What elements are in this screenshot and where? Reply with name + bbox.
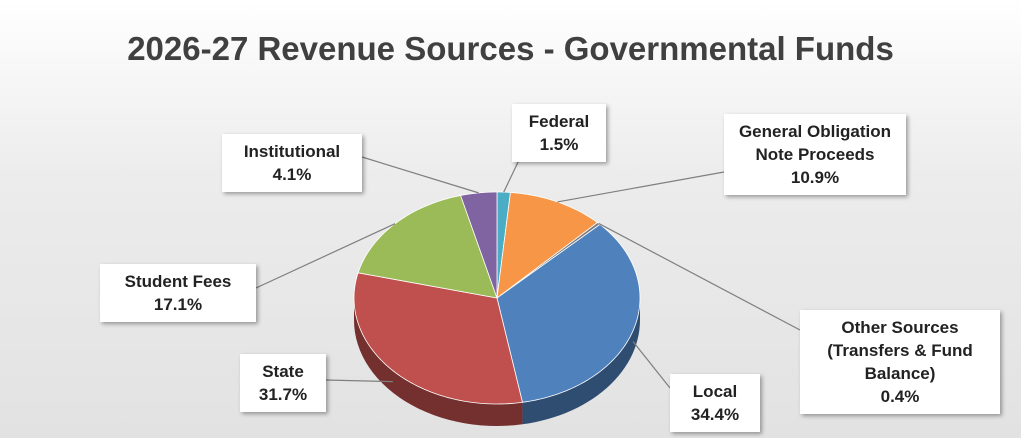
chart-title: 2026-27 Revenue Sources - Governmental F… (127, 30, 894, 67)
slice (353, 272, 523, 405)
value-label: 17.1% (153, 295, 203, 314)
value-label: 1.5% (539, 135, 579, 154)
value-label: 31.7% (258, 385, 308, 404)
leader-line (503, 157, 521, 193)
data-label: Student Fees 17.1% (100, 264, 256, 322)
category-label: Student Fees (124, 272, 232, 291)
leader-line (255, 223, 396, 289)
slice (460, 191, 498, 299)
data-label: Other Sources (Transfers & Fund Balance)… (800, 310, 1000, 414)
leader-line (557, 171, 725, 203)
slice (496, 192, 599, 299)
data-label: General Obligation Note Proceeds 10.9% (724, 114, 906, 195)
category-label: Federal (528, 112, 590, 131)
value-label: 10.9% (790, 168, 840, 187)
slice (496, 223, 641, 403)
leader-line (632, 341, 671, 389)
category-label: Institutional (243, 142, 341, 161)
slice-side (354, 298, 523, 426)
leader-line (325, 379, 393, 383)
value-label: 0.4% (880, 387, 920, 406)
category-label: Local (692, 382, 738, 401)
data-label: Local 34.4% (670, 374, 760, 432)
data-label: State 31.7% (240, 354, 326, 412)
value-label: 34.4% (690, 405, 740, 424)
data-label: Institutional 4.1% (222, 134, 362, 192)
value-label: 4.1% (272, 165, 312, 184)
leader-line (361, 156, 479, 194)
data-label: Federal 1.5% (512, 104, 606, 162)
category-label: General Obligation Note Proceeds (738, 122, 892, 164)
slice-side (522, 298, 640, 425)
category-label: State (262, 362, 304, 381)
category-label: Other Sources (Transfers & Fund Balance) (827, 318, 973, 383)
slice (357, 195, 498, 299)
leader-line (598, 222, 801, 331)
